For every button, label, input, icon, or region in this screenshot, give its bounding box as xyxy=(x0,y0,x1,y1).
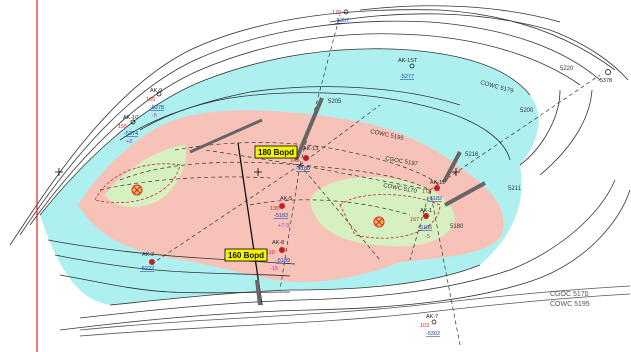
well-top[interactable]: 170 -5357 xyxy=(332,9,349,24)
well-symbol-icon xyxy=(303,155,309,161)
well-symbol-icon xyxy=(409,63,415,69)
well-name: AK-13 xyxy=(303,146,318,152)
well-symbol-icon xyxy=(130,119,136,125)
well-ak1[interactable]: AK-1 167 -5186 -5 xyxy=(410,208,432,240)
contour-label: 5220 xyxy=(560,66,574,72)
well-bottom: -15 xyxy=(270,266,278,272)
legend-cowc: COWC 5195 xyxy=(550,301,590,308)
well-ak1st[interactable]: AK-1ST -5277 xyxy=(398,58,418,80)
faults xyxy=(189,118,263,306)
red-rings xyxy=(94,163,441,239)
well-depth: -5183 xyxy=(274,213,288,219)
well-name: AK-7 xyxy=(426,314,438,320)
cowc-inner-label: COWC 5170 xyxy=(383,183,418,195)
well-symbol-icon xyxy=(605,69,611,75)
well-upper: 135 xyxy=(270,206,279,212)
well-name: AK-2 xyxy=(142,252,154,258)
callout-160: 160 Bopd xyxy=(224,248,268,262)
well-upper: 155 xyxy=(118,124,127,130)
well-name: AK-1 xyxy=(420,208,432,214)
well-upper: 145 xyxy=(290,158,299,164)
well-name: AK-8 xyxy=(272,240,284,246)
well-symbol-icon xyxy=(149,259,155,265)
well-depth: -5189 xyxy=(276,258,290,264)
well-ak5[interactable]: AK-5 135 -5183 +7-3 xyxy=(270,196,292,229)
well-ak11[interactable]: AK-11 175 -5182 xyxy=(422,180,445,202)
gas-cap-west xyxy=(105,145,186,207)
well-symbol-icon xyxy=(431,319,437,325)
dashed-lines xyxy=(99,14,601,346)
well-depth: -5186 xyxy=(296,166,310,172)
well-name: AK-5 xyxy=(280,196,292,202)
legend-cgoc: CGOC 5170 xyxy=(550,291,589,298)
well-depth: -5378 xyxy=(150,105,164,111)
well-ak13[interactable]: AK-13 145 -5186 xyxy=(290,146,318,172)
road xyxy=(79,285,631,337)
well-symbol-icon xyxy=(156,91,162,97)
well-upper: 167 xyxy=(410,217,419,223)
contour-label: 5200 xyxy=(520,108,534,114)
well-bottom: +8 xyxy=(126,139,132,145)
well-ak9[interactable]: AK-9 165 -5378 -5 xyxy=(146,88,164,119)
well-symbol-icon xyxy=(423,213,429,219)
well-name: AK-11 xyxy=(430,180,445,186)
well-depth: -5357 xyxy=(335,18,349,24)
well-upper: 170 xyxy=(332,10,341,16)
well-symbol-icon xyxy=(279,247,285,253)
well-symbol-icon xyxy=(279,203,285,209)
contour-label: 5216 xyxy=(465,152,479,158)
well-upper: 119 xyxy=(266,250,275,256)
well-ak10[interactable]: AK-10 155 -5374 +8 xyxy=(118,115,138,145)
well-ak8[interactable]: AK-8 119 -5189 -15 xyxy=(266,240,290,272)
callout-160-text: 160 Bopd xyxy=(228,251,264,260)
well-bottom: -5 xyxy=(425,234,430,240)
x-markers xyxy=(131,184,385,228)
contour-label: 5211 xyxy=(508,186,522,192)
well-bottom: -5 xyxy=(152,113,157,119)
well-symbol-icon xyxy=(434,185,440,191)
contour-label: 5180 xyxy=(450,224,464,230)
callout-180-text: 180 Bopd xyxy=(258,148,294,157)
well-upper: 103 xyxy=(420,323,429,329)
well-depth: -5182 xyxy=(428,196,442,202)
well-ak7[interactable]: AK-7 103 -5302 xyxy=(420,314,440,337)
well-depth: -5302 xyxy=(426,331,440,337)
well-paths xyxy=(255,97,486,306)
well-depth: -5186 xyxy=(418,225,432,231)
well-bottom: +7-3 xyxy=(278,223,289,229)
well-ak2[interactable]: AK-2 -5222 xyxy=(140,252,155,272)
contour-lines xyxy=(9,5,631,331)
well-depth: -5374 xyxy=(124,131,138,137)
callout-180: 180 Bopd xyxy=(254,145,298,159)
well-upper: 175 xyxy=(422,189,431,195)
well-upper: 165 xyxy=(146,97,155,103)
well-bottom: -5378 xyxy=(598,78,612,84)
well-name: AK-1ST xyxy=(398,58,418,64)
cgoc-label: CGOC 5197 xyxy=(385,156,419,168)
well-name: AK-10 xyxy=(123,115,138,121)
well-name: AK-9 xyxy=(150,88,162,94)
contour-label: 5205 xyxy=(328,99,342,105)
well-depth: -5277 xyxy=(400,74,414,80)
well-symbol-icon xyxy=(343,9,349,15)
gas-cap-east xyxy=(310,176,455,247)
well-ne[interactable]: -5378 xyxy=(598,69,612,85)
cross-markers xyxy=(55,168,460,176)
well-depth: -5222 xyxy=(140,266,154,272)
